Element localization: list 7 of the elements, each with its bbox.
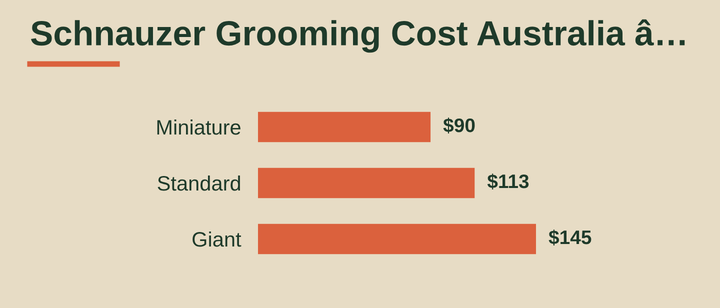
- y-tick-label: Miniature: [157, 119, 240, 135]
- data-label: $113: [487, 174, 529, 190]
- data-label: $90: [443, 118, 475, 134]
- data-label: $145: [548, 230, 592, 246]
- chart-title: Schnauzer Grooming Cost Australia â…: [31, 19, 685, 53]
- y-tick-label: Giant: [192, 231, 242, 247]
- y-tick-label: Standard: [158, 175, 240, 191]
